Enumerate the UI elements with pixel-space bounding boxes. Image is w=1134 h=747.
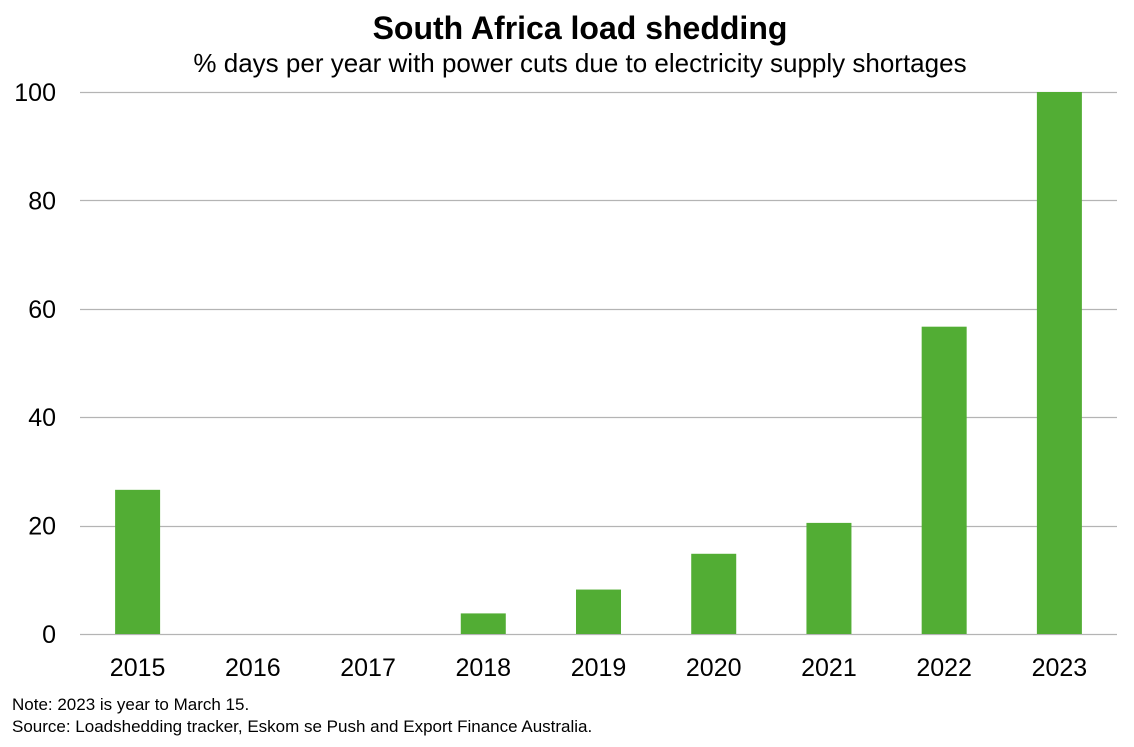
x-tick-label-2021: 2021 <box>801 654 857 682</box>
y-tick-label-60: 60 <box>28 296 56 324</box>
x-axis-ticks: 2015 2016 2017 2018 2019 2020 2021 2022 2023 <box>110 654 1087 682</box>
x-tick-label-2022: 2022 <box>916 654 972 682</box>
bar-2018 <box>460 613 506 634</box>
bar-2020 <box>691 553 737 634</box>
bar-2022 <box>921 326 967 634</box>
x-tick-label-2023: 2023 <box>1032 654 1088 682</box>
chart-title: South Africa load shedding <box>372 10 788 46</box>
x-tick-label-2018: 2018 <box>455 654 511 682</box>
y-tick-label-80: 80 <box>28 187 56 215</box>
y-tick-label-100: 100 <box>14 79 56 107</box>
bar-2019 <box>576 589 621 634</box>
chart-note: Note: 2023 is year to March 15. <box>12 695 250 714</box>
x-tick-label-2020: 2020 <box>686 654 742 682</box>
y-axis-ticks: 0 20 40 60 80 100 <box>14 79 56 649</box>
bar-2023 <box>1036 92 1082 634</box>
bars <box>115 92 1082 634</box>
chart-subtitle: % days per year with power cuts due to e… <box>193 48 967 78</box>
y-tick-label-0: 0 <box>42 621 56 649</box>
x-tick-label-2019: 2019 <box>571 654 627 682</box>
y-tick-label-40: 40 <box>28 404 56 432</box>
x-tick-label-2017: 2017 <box>340 654 396 682</box>
chart-source: Source: Loadshedding tracker, Eskom se P… <box>12 717 593 736</box>
x-tick-label-2016: 2016 <box>225 654 281 682</box>
bar-2021 <box>806 522 852 634</box>
footnotes: Note: 2023 is year to March 15. Source: … <box>12 694 592 738</box>
bar-2015 <box>115 489 161 634</box>
y-tick-label-20: 20 <box>28 513 56 541</box>
x-tick-label-2015: 2015 <box>110 654 166 682</box>
